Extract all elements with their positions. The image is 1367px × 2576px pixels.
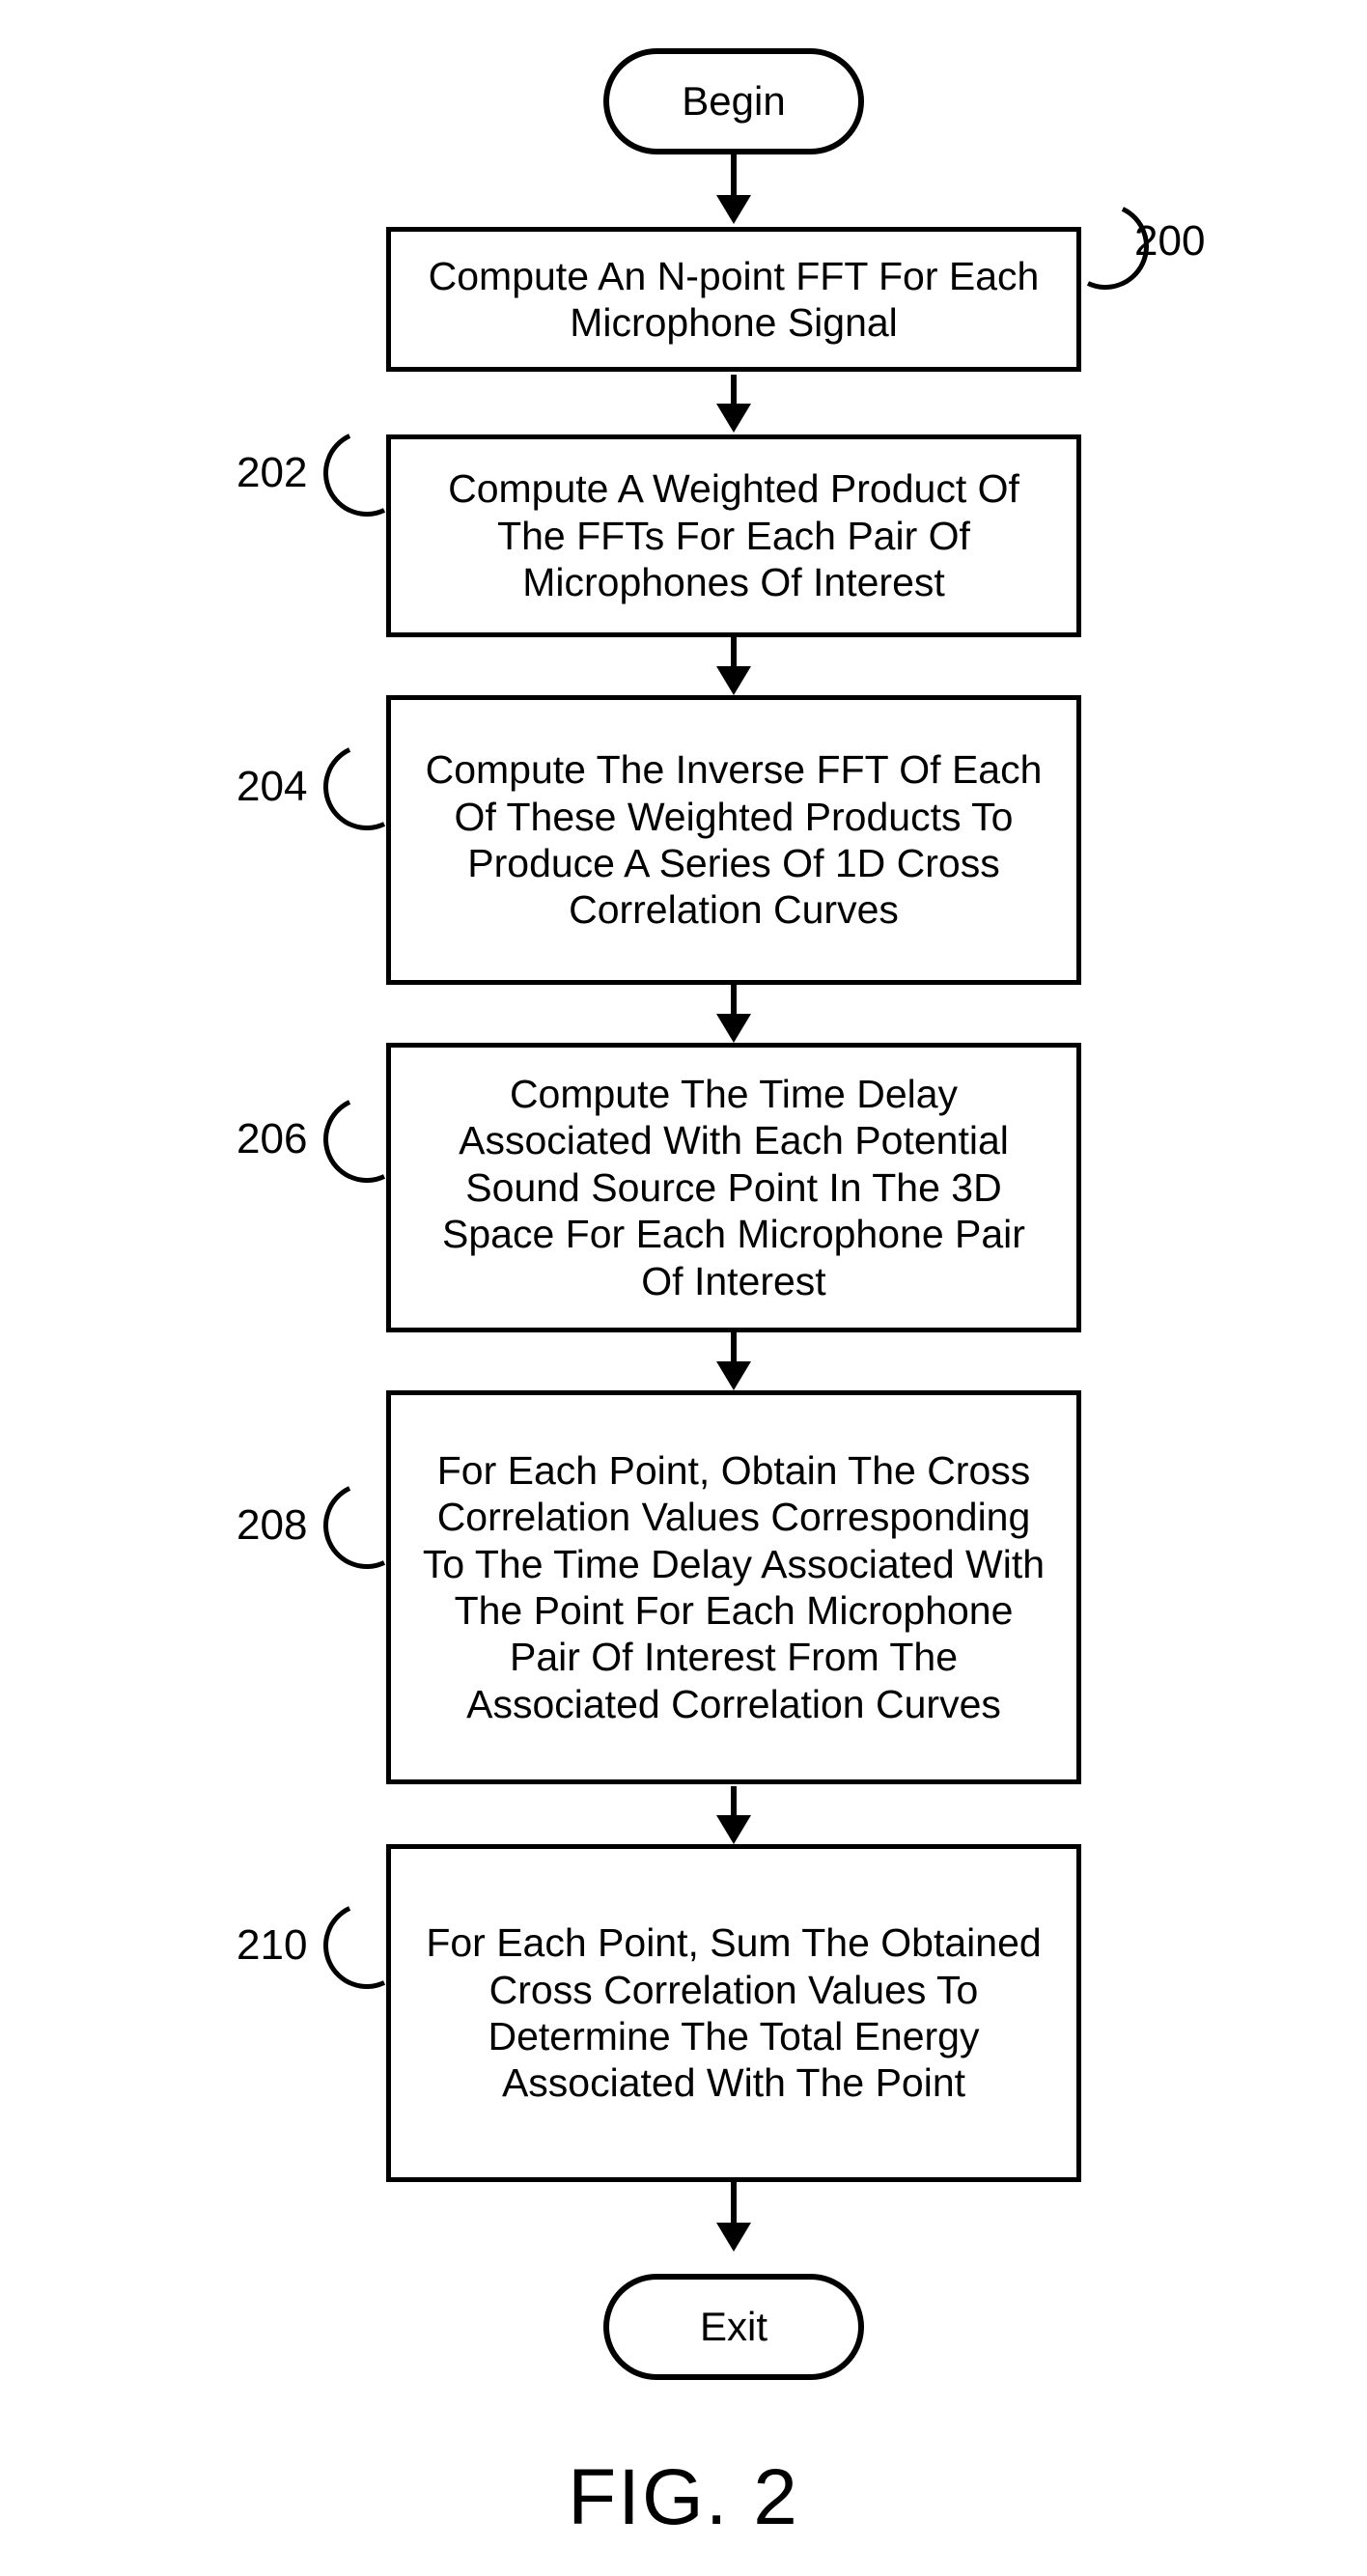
arrow-shaft: [731, 2182, 737, 2226]
process-step-text: Compute The Time Delay Associated With E…: [418, 1071, 1049, 1304]
process-step-208: For Each Point, Obtain The Cross Correla…: [386, 1390, 1081, 1784]
process-step-202: Compute A Weighted Product Of The FFTs F…: [386, 434, 1081, 637]
reference-number-210: 210: [237, 1921, 307, 1970]
terminator-exit: Exit: [603, 2274, 864, 2380]
process-step-text: Compute The Inverse FFT Of Each Of These…: [418, 746, 1049, 934]
terminator-begin-label: Begin: [682, 77, 785, 126]
arrow-shaft: [731, 375, 737, 407]
arrow-shaft: [731, 154, 737, 199]
arrow-shaft: [731, 1786, 737, 1819]
reference-number-208: 208: [237, 1501, 307, 1550]
arrow-head-icon: [716, 1014, 751, 1043]
process-step-200: Compute An N-point FFT For Each Micropho…: [386, 227, 1081, 372]
arrow-head-icon: [716, 666, 751, 695]
process-step-204: Compute The Inverse FFT Of Each Of These…: [386, 695, 1081, 985]
process-step-206: Compute The Time Delay Associated With E…: [386, 1043, 1081, 1332]
arrow-shaft: [731, 1332, 737, 1365]
arrow-head-icon: [716, 2223, 751, 2252]
process-step-210: For Each Point, Sum The Obtained Cross C…: [386, 1844, 1081, 2182]
arrow-shaft: [731, 985, 737, 1018]
arrow-shaft: [731, 637, 737, 670]
terminator-begin: Begin: [603, 48, 864, 154]
arrow-head-icon: [716, 195, 751, 224]
flowchart-canvas: Begin Exit Compute An N-point FFT For Each…: [0, 0, 1367, 2576]
process-step-text: Compute An N-point FFT For Each Micropho…: [418, 253, 1049, 347]
figure-caption: FIG. 2: [0, 2452, 1367, 2543]
arrow-head-icon: [716, 1361, 751, 1390]
terminator-exit-label: Exit: [700, 2303, 767, 2351]
process-step-text: For Each Point, Obtain The Cross Correla…: [418, 1447, 1049, 1727]
arrow-head-icon: [716, 404, 751, 433]
process-step-text: For Each Point, Sum The Obtained Cross C…: [418, 1919, 1049, 2107]
process-step-text: Compute A Weighted Product Of The FFTs F…: [418, 465, 1049, 605]
reference-number-204: 204: [237, 763, 307, 811]
reference-number-202: 202: [237, 449, 307, 497]
reference-number-206: 206: [237, 1115, 307, 1163]
arrow-head-icon: [716, 1815, 751, 1844]
